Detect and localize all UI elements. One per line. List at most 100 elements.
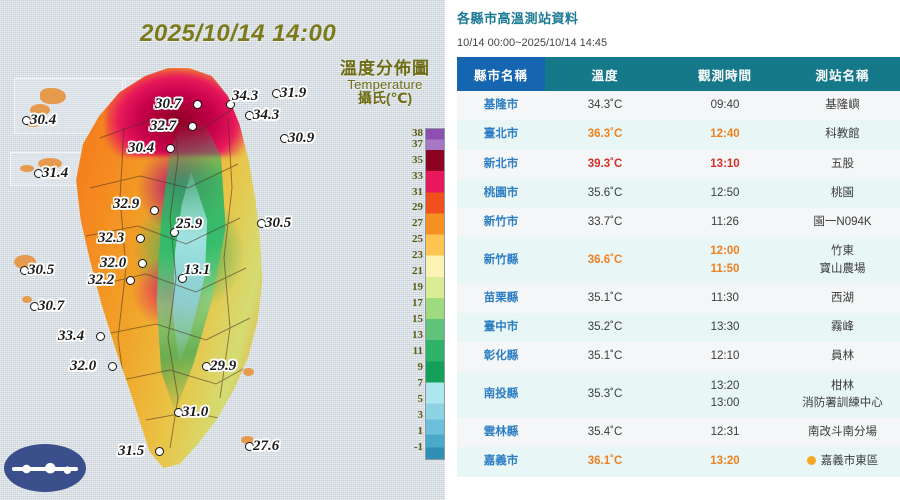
cell-station-name: 柑林 消防署訓練中心	[785, 371, 900, 418]
station-marker-dot	[257, 219, 266, 228]
cell-observation-time: 12:10	[665, 342, 785, 372]
legend-unit-label: 攝氏(℃)	[357, 90, 413, 107]
station-marker-dot	[226, 100, 235, 109]
station-marker-dot	[202, 362, 211, 371]
station-temperature-label: 30.4	[30, 112, 57, 128]
cell-station-name: 基隆嶼	[785, 91, 900, 121]
column-header-temperature[interactable]: 溫度	[545, 57, 665, 91]
map-timestamp: 2025/10/14 14:00	[140, 20, 337, 47]
cell-temperature: 35.2˚C	[545, 313, 665, 343]
station-temperature-label: 30.4	[128, 140, 155, 156]
cell-temperature: 35.6˚C	[545, 178, 665, 208]
legend-tick: 38	[412, 127, 423, 139]
legend-tick: 17	[412, 297, 423, 309]
legend-tick: 19	[412, 281, 423, 293]
table-row[interactable]: 嘉義市 36.1˚C 13:20 嘉義市東區	[457, 447, 900, 477]
table-row[interactable]: 臺北市 36.3˚C 12:40 科教館	[457, 120, 900, 150]
legend-tick: 15	[412, 313, 423, 325]
islet-shape	[38, 158, 62, 169]
station-marker-dot	[245, 442, 254, 451]
cell-observation-time: 12:31	[665, 418, 785, 448]
station-marker-dot	[22, 116, 31, 125]
station-temperature-label: 32.0	[70, 358, 97, 374]
legend-tick: 29	[412, 201, 423, 213]
cell-station-name: 科教館	[785, 120, 900, 150]
cell-observation-time: 13:20	[665, 447, 785, 477]
station-marker-dot	[34, 169, 43, 178]
station-marker-dot	[178, 274, 187, 283]
table-row[interactable]: 南投縣 35.3˚C 13:20 13:00 柑林 消防署訓練中心	[457, 371, 900, 418]
islet-shape	[22, 296, 32, 303]
station-temperature-label: 30.5	[265, 215, 292, 231]
cell-observation-time: 13:30	[665, 313, 785, 343]
cell-city: 基隆市	[457, 91, 545, 121]
legend-tick: -1	[413, 441, 423, 453]
station-marker-dot	[150, 206, 159, 215]
temperature-color-legend: 38 37 35 33 31 29 27 25 23 21 19 17 15 13 11 9 7 5 3 1 -1	[401, 128, 445, 460]
legend-tick: 7	[417, 377, 424, 389]
table-row[interactable]: 新竹市 33.7˚C 11:26 園一N094K	[457, 208, 900, 238]
cell-city: 臺北市	[457, 120, 545, 150]
table-row[interactable]: 新竹縣 36.6˚C 12:00 11:50 竹東 寶山農場	[457, 237, 900, 284]
station-temperature-label: 32.2	[88, 272, 115, 288]
legend-tick-labels: 38 37 35 33 31 29 27 25 23 21 19 17 15 13 11 9 7 5 3 1 -1	[401, 128, 425, 460]
station-temperature-label: 25.9	[176, 216, 203, 232]
legend-color-bar	[425, 128, 445, 460]
cell-city: 嘉義市	[457, 447, 545, 477]
station-temperature-label: 32.7	[150, 118, 177, 134]
cell-temperature: 34.3˚C	[545, 91, 665, 121]
legend-tick: 25	[412, 233, 423, 245]
table-row[interactable]: 桃園市 35.6˚C 12:50 桃園	[457, 178, 900, 208]
station-marker-dot	[30, 302, 39, 311]
cell-city: 新竹縣	[457, 237, 545, 284]
column-header-city[interactable]: 縣市名稱	[457, 57, 545, 91]
station-marker-dot	[193, 100, 202, 109]
cell-station-name: 嘉義市東區	[785, 447, 900, 477]
table-row[interactable]: 雲林縣 35.4˚C 12:31 南改斗南分場	[457, 418, 900, 448]
legend-title-en: Temperature	[347, 76, 423, 92]
legend-title-block: 溫度分佈圖 Temperature 攝氏(℃)	[340, 60, 430, 106]
table-row[interactable]: 新北市 39.3˚C 13:10 五股	[457, 149, 900, 179]
high-temperature-table-panel: 各縣市高溫測站資料 10/14 00:00~2025/10/14 14:45 縣…	[445, 0, 900, 500]
cell-city: 彰化縣	[457, 342, 545, 372]
station-temperature-label: 31.5	[118, 443, 145, 459]
cell-observation-time: 13:20 13:00	[665, 371, 785, 418]
legend-tick: 23	[412, 249, 423, 261]
cell-city: 桃園市	[457, 178, 545, 208]
legend-tick: 5	[417, 393, 424, 405]
cell-station-name: 竹東 寶山農場	[785, 237, 900, 284]
cell-temperature: 35.1˚C	[545, 342, 665, 372]
cell-station-name: 員林	[785, 342, 900, 372]
cell-observation-time: 12:00 11:50	[665, 237, 785, 284]
legend-tick: 21	[412, 265, 423, 277]
cell-observation-time: 12:40	[665, 120, 785, 150]
legend-tick: 13	[412, 329, 423, 341]
table-row[interactable]: 彰化縣 35.1˚C 12:10 員林	[457, 342, 900, 372]
station-temperature-label: 33.4	[58, 328, 85, 344]
cell-observation-time: 11:26	[665, 208, 785, 238]
station-marker-dot	[20, 266, 29, 275]
column-header-station[interactable]: 測站名稱	[785, 57, 900, 91]
column-header-observation-time[interactable]: 觀測時間	[665, 57, 785, 91]
station-temperature-label: 34.3	[253, 107, 280, 123]
islet-shape	[241, 436, 254, 444]
cell-temperature: 36.1˚C	[545, 447, 665, 477]
cell-temperature: 33.7˚C	[545, 208, 665, 238]
cell-observation-time: 12:50	[665, 178, 785, 208]
station-temperature-label: 27.6	[253, 438, 280, 454]
cell-station-name: 南改斗南分場	[785, 418, 900, 448]
station-marker-dot	[126, 276, 135, 285]
station-marker-dot	[170, 228, 179, 237]
table-row[interactable]: 基隆市 34.3˚C 09:40 基隆嶼	[457, 91, 900, 121]
station-temperature-label: 30.7	[38, 298, 65, 314]
station-temperature-label: 32.3	[98, 230, 125, 246]
table-row[interactable]: 臺中市 35.2˚C 13:30 霧峰	[457, 313, 900, 343]
legend-tick: 9	[417, 361, 424, 373]
station-marker-dot	[166, 144, 175, 153]
islet-shape	[40, 88, 66, 104]
cell-observation-time: 09:40	[665, 91, 785, 121]
station-temperature-label: 31.9	[280, 85, 307, 101]
table-header: 縣市名稱 溫度 觀測時間 測站名稱	[457, 57, 900, 91]
table-row[interactable]: 苗栗縣 35.1˚C 11:30 西湖	[457, 283, 900, 313]
